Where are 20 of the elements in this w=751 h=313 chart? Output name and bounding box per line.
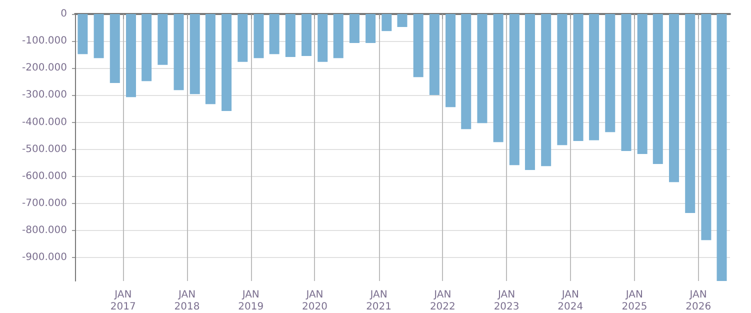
x-tick-label: JAN 2020 (302, 290, 328, 312)
x-tick-label: JAN 2018 (174, 290, 200, 312)
x-tick-label: JAN 2017 (110, 290, 136, 312)
y-tick-label: -600.000 (22, 170, 67, 182)
y-tick-label: 0 (60, 8, 67, 20)
x-tick-label: JAN 2021 (366, 290, 392, 312)
x-tick-label: JAN 2023 (494, 290, 520, 312)
y-tick-label: -100.000 (22, 36, 67, 47)
x-tick-label: JAN 2024 (558, 290, 584, 312)
y-tick-label: -300.000 (22, 90, 67, 101)
y-tick-label: -200.000 (22, 62, 67, 74)
y-tick-label: -700.000 (22, 198, 67, 210)
x-tick-label: JAN 2025 (622, 290, 648, 312)
y-tick-label: -500.000 (22, 144, 67, 155)
y-tick-label: -900.000 (22, 252, 67, 264)
y-tick-label: -400.000 (22, 116, 67, 128)
y-tick-label: -800.000 (22, 225, 67, 236)
x-tick-label: JAN 2019 (238, 290, 264, 312)
x-tick-label: JAN 2026 (686, 290, 712, 312)
x-tick-label: JAN 2022 (430, 290, 456, 312)
